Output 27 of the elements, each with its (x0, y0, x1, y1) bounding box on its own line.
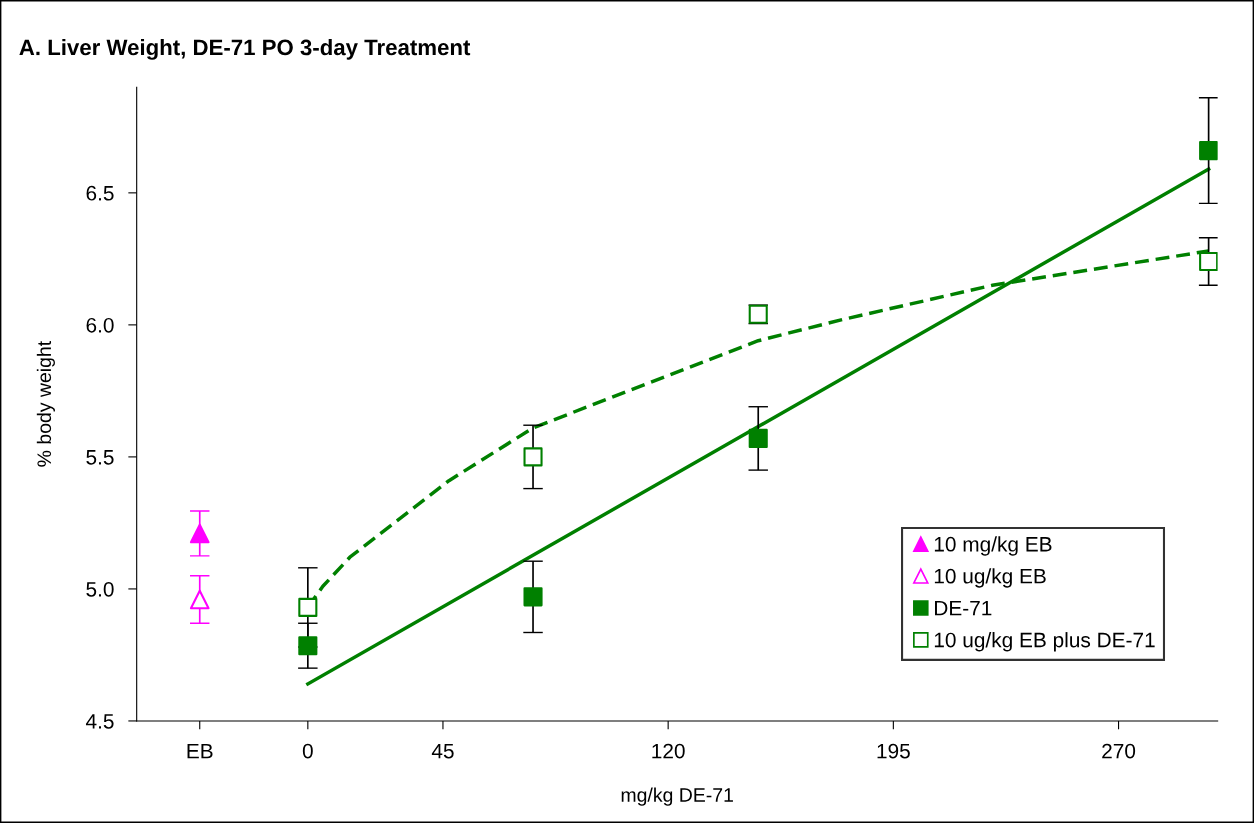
y-axis-title: % body weight (36, 341, 55, 467)
chart-title: A. Liver Weight, DE-71 PO 3-day Treatment (19, 38, 471, 60)
point (298, 597, 318, 617)
point (298, 636, 318, 656)
legend-label: DE-71 (935, 600, 992, 616)
legend-label: 10 ug/kg EB (934, 568, 1046, 588)
point (189, 523, 210, 544)
y-tick-label: 6.0 (86, 317, 114, 333)
legend-label: 10 mg/kg EB (934, 536, 1052, 556)
y-tick-label: 5.5 (86, 450, 114, 465)
legend-label: 10 ug/kg EB plus DE-71 (934, 632, 1155, 652)
point (1199, 251, 1218, 272)
point (523, 447, 543, 467)
y-tick-label: 6.5 (86, 185, 114, 201)
x-tick-label: 120 (652, 743, 685, 759)
x-tick-label: 0 (302, 743, 313, 759)
point (189, 589, 210, 610)
y-tick-label: 4.5 (85, 714, 114, 729)
y-tick-label: 5.0 (86, 581, 114, 597)
x-tick-label: 195 (877, 743, 910, 759)
x-tick-label: EB (187, 743, 213, 759)
x-axis-title: mg/kg DE-71 (621, 787, 733, 806)
point (523, 587, 543, 607)
x-tick-label: 45 (431, 743, 454, 759)
point (748, 428, 768, 448)
x-tick-label: 270 (1102, 743, 1136, 759)
point (1199, 141, 1218, 161)
